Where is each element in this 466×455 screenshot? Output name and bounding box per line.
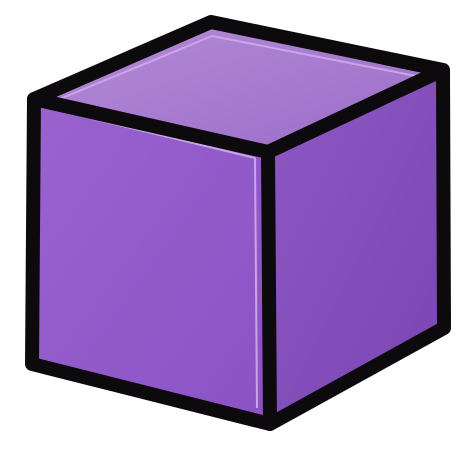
cube-right-face — [268, 70, 444, 424]
cube-edge-highlight-top — [59, 35, 417, 100]
cube-outline — [25, 15, 451, 431]
cube-front-face — [32, 99, 270, 424]
